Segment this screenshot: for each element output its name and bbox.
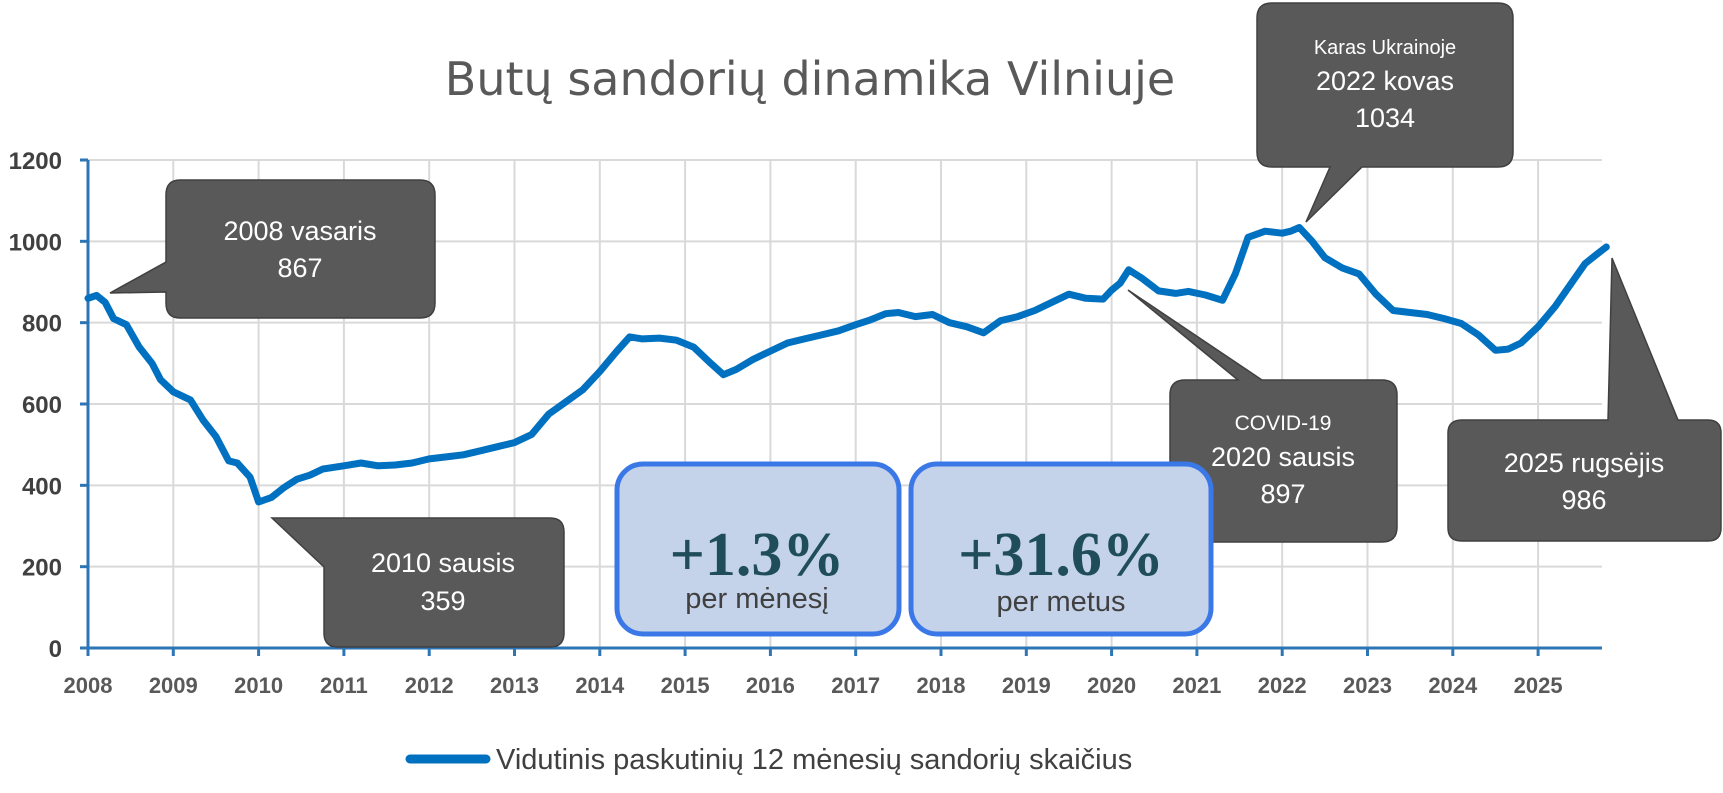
x-tick-label: 2012 — [405, 673, 454, 698]
y-tick-label: 0 — [49, 636, 62, 663]
annotation-2008-line2: 867 — [277, 253, 322, 283]
chart-title: Butų sandorių dinamika Vilniuje — [445, 52, 1175, 106]
x-tick-label: 2013 — [490, 673, 539, 698]
annotation-war-line2: 2022 kovas — [1316, 66, 1454, 96]
annotation-war: Karas Ukrainoje 2022 kovas 1034 — [1256, 2, 1514, 223]
annotation-2008: 2008 vasaris 867 — [109, 179, 436, 319]
x-tick-label: 2015 — [661, 673, 710, 698]
x-tick-label: 2020 — [1087, 673, 1136, 698]
x-tick-label: 2016 — [746, 673, 795, 698]
stat-monthly: +1.3% per mėnesį — [614, 461, 902, 637]
annotation-covid-line2: 2020 sausis — [1211, 442, 1355, 472]
annotation-2010-line1: 2010 sausis — [371, 548, 515, 578]
stat-monthly-value: +1.3% — [670, 521, 845, 589]
x-tick-label: 2008 — [64, 673, 113, 698]
annotation-2010: 2010 sausis 359 — [270, 517, 565, 648]
x-axis-ticks: 2008 2009 2010 2011 2012 2013 2014 2015 2016 2017… — [64, 648, 1563, 698]
x-tick-label: 2025 — [1514, 673, 1563, 698]
y-tick-label: 600 — [22, 392, 62, 419]
series-line — [84, 224, 1610, 506]
annotation-2025: 2025 rugsėjis 986 — [1447, 257, 1722, 542]
x-tick-label: 2024 — [1428, 673, 1478, 698]
stat-yearly-label: per metus — [997, 586, 1126, 618]
annotation-covid-line1: COVID-19 — [1235, 412, 1332, 435]
legend: Vidutinis paskutinių 12 mėnesių sandorių… — [405, 744, 1132, 776]
annotation-war-line3: 1034 — [1355, 103, 1415, 133]
stat-yearly-value: +31.6% — [958, 521, 1164, 589]
y-tick-label: 200 — [22, 555, 62, 582]
x-tick-label: 2017 — [831, 673, 880, 698]
y-tick-label: 1000 — [9, 229, 62, 256]
x-tick-label: 2011 — [320, 673, 368, 698]
annotation-2008-line1: 2008 vasaris — [223, 216, 376, 246]
x-tick-label: 2010 — [234, 673, 283, 698]
x-tick-label: 2022 — [1258, 673, 1307, 698]
y-tick-label: 1200 — [9, 148, 62, 175]
x-tick-label: 2018 — [917, 673, 966, 698]
stat-yearly: +31.6% per metus — [908, 461, 1214, 637]
stat-monthly-label: per mėnesį — [685, 583, 828, 615]
y-tick-label: 800 — [22, 311, 62, 338]
x-tick-label: 2019 — [1002, 673, 1051, 698]
annotation-2025-line1: 2025 rugsėjis — [1504, 448, 1665, 478]
y-tick-label: 400 — [22, 473, 62, 500]
x-tick-label: 2009 — [149, 673, 198, 698]
annotation-2025-line2: 986 — [1561, 485, 1606, 515]
x-tick-label: 2023 — [1343, 673, 1392, 698]
annotation-war-line1: Karas Ukrainoje — [1314, 37, 1456, 59]
y-axis-ticks: 0 200 400 600 800 1000 1200 — [9, 148, 88, 663]
x-tick-label: 2014 — [575, 673, 625, 698]
legend-label: Vidutinis paskutinių 12 mėnesių sandorių… — [496, 744, 1132, 776]
annotation-2010-line2: 359 — [420, 586, 465, 616]
x-tick-label: 2021 — [1172, 673, 1221, 698]
annotation-covid-line3: 897 — [1260, 479, 1305, 509]
